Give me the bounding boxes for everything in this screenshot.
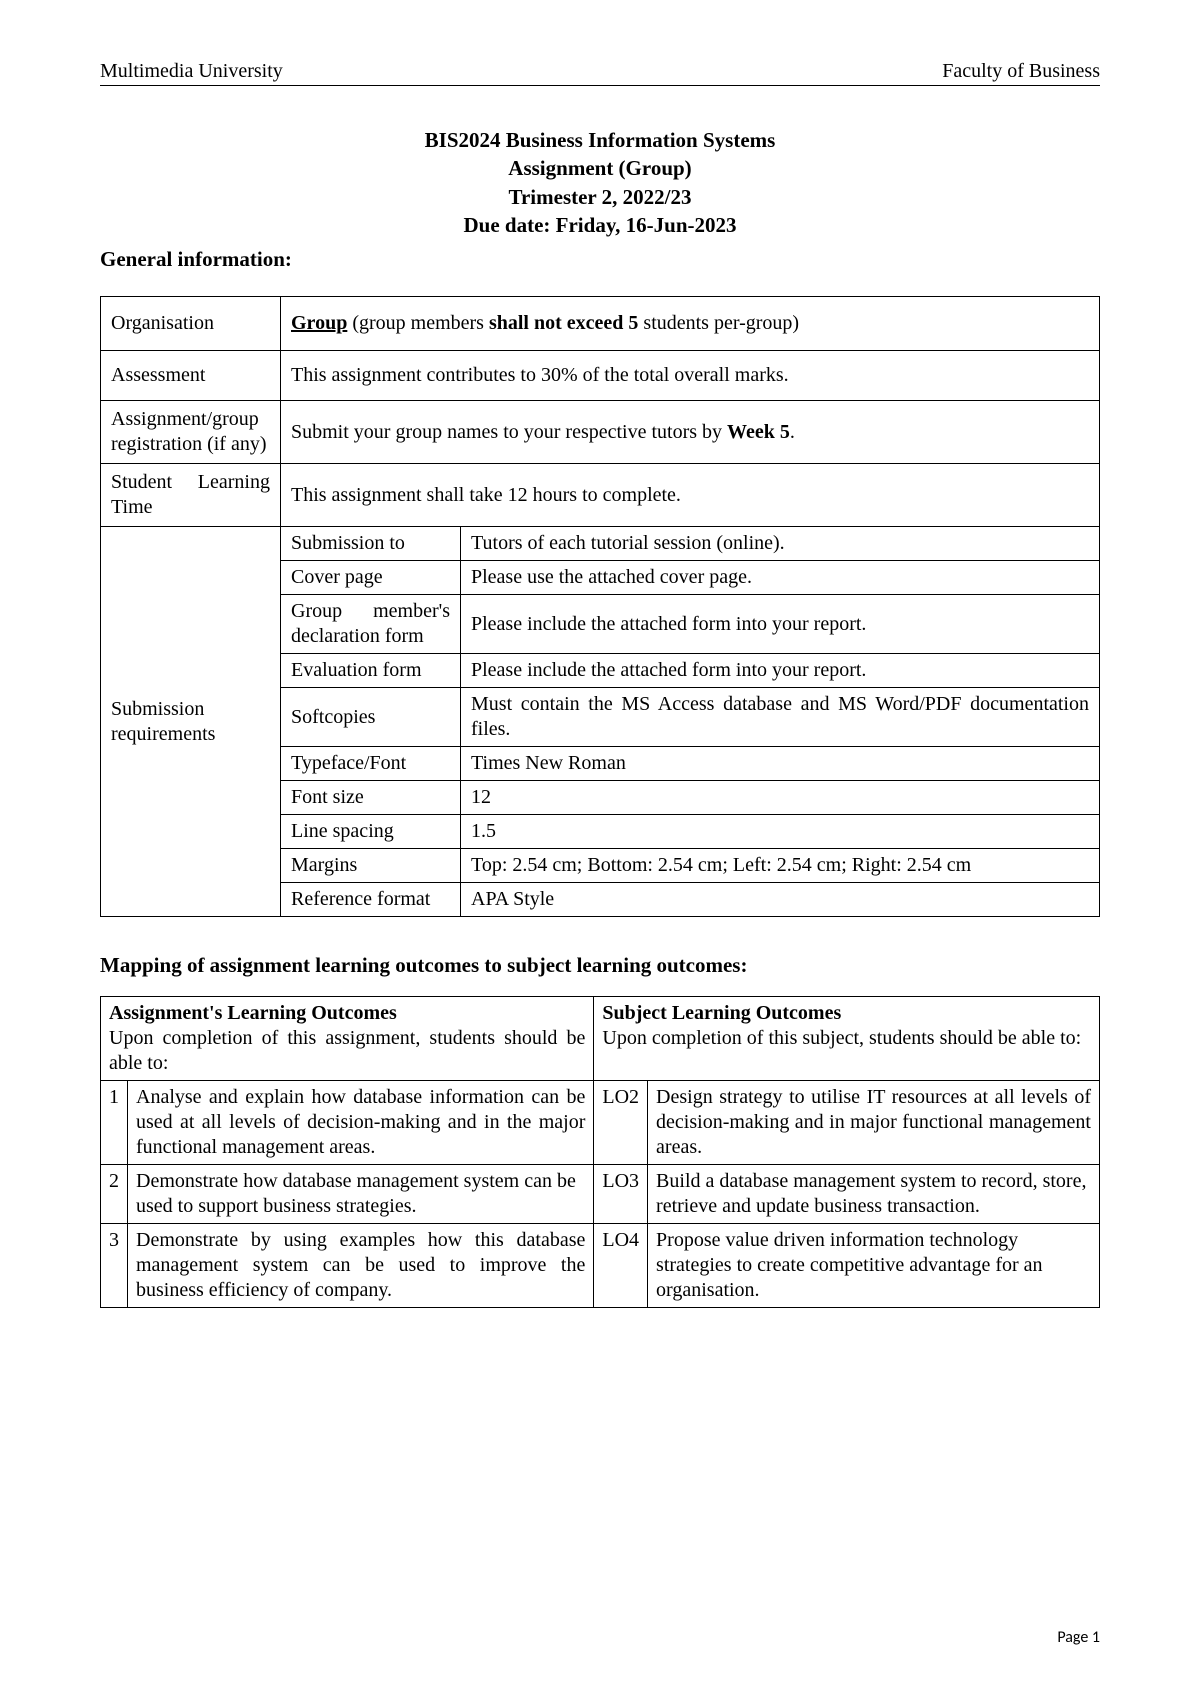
table-row: Student Learning Time This assignment sh… [101,464,1100,527]
table-row: Assessment This assignment contributes t… [101,351,1100,401]
table-row: Organisation Group (group members shall … [101,297,1100,351]
alo-text: Demonstrate by using examples how this d… [128,1224,594,1308]
header-right: Faculty of Business [942,60,1100,83]
sub-margins-label: Margins [281,849,461,883]
sub-decl-value: Please include the attached form into yo… [461,595,1100,654]
submission-label: Submission requirements [101,527,281,917]
table-row: Assignment's Learning Outcomes Upon comp… [101,997,1100,1081]
page-number: Page 1 [1057,1628,1100,1647]
slt-label: Student Learning Time [101,464,281,527]
assessment-value: This assignment contributes to 30% of th… [281,351,1100,401]
registration-label: Assignment/group registration (if any) [101,401,281,464]
table-row: 2 Demonstrate how database management sy… [101,1165,1100,1224]
sub-spacing-label: Line spacing [281,815,461,849]
general-info-heading: General information: [100,247,1100,272]
learning-outcomes-table: Assignment's Learning Outcomes Upon comp… [100,996,1100,1308]
alo-num: 3 [101,1224,128,1308]
slo-text: Propose value driven information technol… [648,1224,1100,1308]
sub-spacing-value: 1.5 [461,815,1100,849]
mapping-heading: Mapping of assignment learning outcomes … [100,953,1100,978]
sub-decl-label: Group member's declaration form [281,595,461,654]
alo-text: Analyse and explain how database informa… [128,1081,594,1165]
assessment-label: Assessment [101,351,281,401]
alo-header-cell: Assignment's Learning Outcomes Upon comp… [101,997,594,1081]
slo-text: Design strategy to utilise IT resources … [648,1081,1100,1165]
table-row: Submission requirements Submission to Tu… [101,527,1100,561]
organisation-value: Group (group members shall not exceed 5 … [281,297,1100,351]
title-line2: Assignment (Group) [100,154,1100,182]
title-line3: Trimester 2, 2022/23 [100,183,1100,211]
slo-code: LO4 [594,1224,648,1308]
alo-num: 2 [101,1165,128,1224]
table-row: 3 Demonstrate by using examples how this… [101,1224,1100,1308]
sub-size-label: Font size [281,781,461,815]
title-block: BIS2024 Business Information Systems Ass… [100,126,1100,239]
sub-cover-value: Please use the attached cover page. [461,561,1100,595]
sub-margins-value: Top: 2.54 cm; Bottom: 2.54 cm; Left: 2.5… [461,849,1100,883]
slo-code: LO2 [594,1081,648,1165]
sub-eval-value: Please include the attached form into yo… [461,654,1100,688]
sub-to-value: Tutors of each tutorial session (online)… [461,527,1100,561]
registration-value: Submit your group names to your respecti… [281,401,1100,464]
slo-text: Build a database management system to re… [648,1165,1100,1224]
sub-cover-label: Cover page [281,561,461,595]
alo-num: 1 [101,1081,128,1165]
alo-text: Demonstrate how database management syst… [128,1165,594,1224]
sub-ref-label: Reference format [281,883,461,917]
sub-to-label: Submission to [281,527,461,561]
sub-font-value: Times New Roman [461,747,1100,781]
organisation-label: Organisation [101,297,281,351]
sub-soft-value: Must contain the MS Access database and … [461,688,1100,747]
table-row: Assignment/group registration (if any) S… [101,401,1100,464]
slo-header-cell: Subject Learning Outcomes Upon completio… [594,997,1100,1081]
sub-soft-label: Softcopies [281,688,461,747]
title-line4: Due date: Friday, 16-Jun-2023 [100,211,1100,239]
sub-size-value: 12 [461,781,1100,815]
slo-code: LO3 [594,1165,648,1224]
sub-ref-value: APA Style [461,883,1100,917]
slt-value: This assignment shall take 12 hours to c… [281,464,1100,527]
title-line1: BIS2024 Business Information Systems [100,126,1100,154]
general-info-table: Organisation Group (group members shall … [100,296,1100,917]
sub-eval-label: Evaluation form [281,654,461,688]
sub-font-label: Typeface/Font [281,747,461,781]
page-header: Multimedia University Faculty of Busines… [100,60,1100,86]
header-left: Multimedia University [100,60,283,83]
table-row: 1 Analyse and explain how database infor… [101,1081,1100,1165]
